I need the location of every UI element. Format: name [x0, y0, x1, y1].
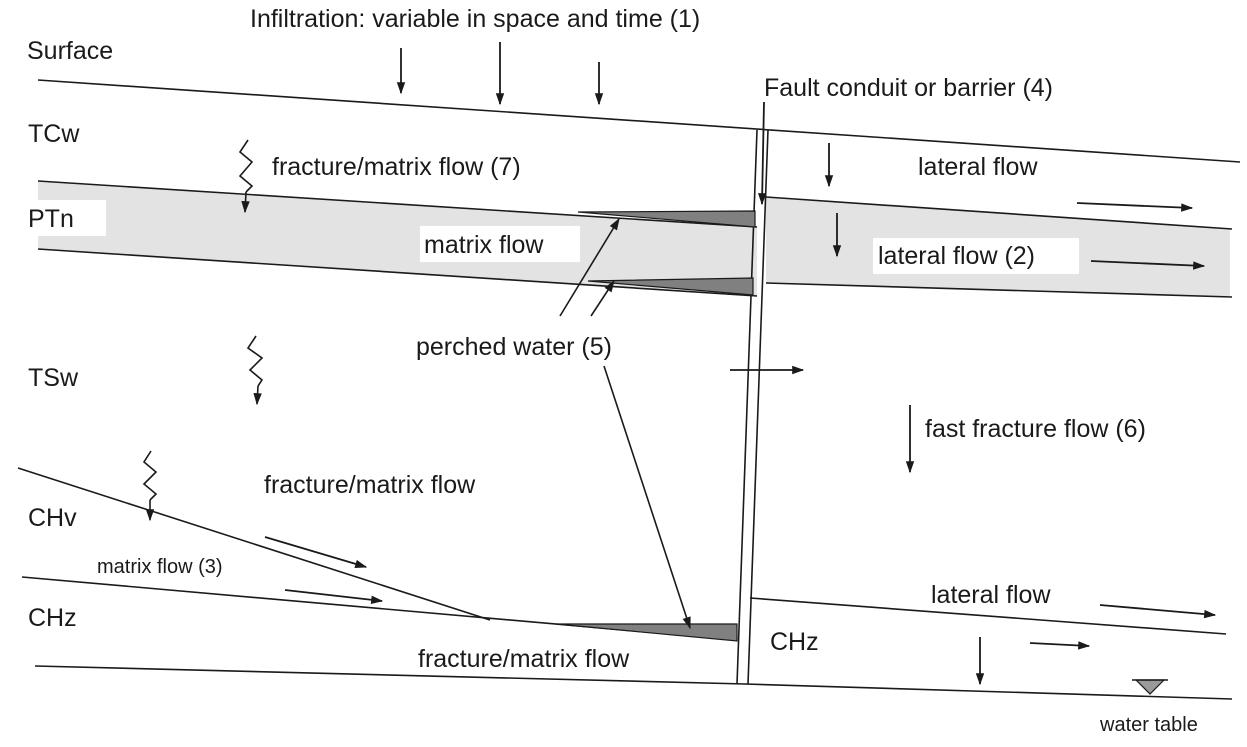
tcw-label: TCw: [28, 120, 80, 148]
squiggle-arrow: [238, 139, 254, 193]
fault-label: Fault conduit or barrier (4): [764, 74, 1053, 102]
lateral-flow-arrow: [1090, 260, 1206, 270]
tsw-label: TSw: [28, 364, 79, 392]
fracture-matrix-flow-7-label: fracture/matrix flow (7): [272, 153, 521, 181]
water-table-line: [744, 683, 1233, 700]
infiltration-label: Infiltration: variable in space and time…: [250, 5, 700, 33]
lateral-flow-arrow: [1099, 604, 1217, 619]
perched-water-wedge-lower: [587, 277, 754, 296]
squiggle-arrow-tip: [253, 385, 262, 406]
matrix-flow-3-label: matrix flow (3): [97, 556, 223, 578]
lateral-flow-arrow: [264, 536, 368, 568]
ptn-bottom-boundary-left: [37, 248, 758, 297]
ptn-label-bg: [22, 200, 106, 236]
lateral-flow-top-label: lateral flow: [918, 153, 1038, 181]
ptn-layer: [38, 181, 757, 296]
water-table-triangle: [1134, 679, 1166, 695]
chz-left-label: CHz: [28, 604, 77, 632]
ptn-bottom-boundary-right: [765, 282, 1233, 298]
fast-fracture-flow-6-label: fast fracture flow (6): [925, 415, 1146, 443]
chv-top-boundary: [17, 467, 491, 621]
ptn-top-boundary-left: [37, 180, 758, 228]
lateral-flow-bottom-label: lateral flow: [931, 581, 1051, 609]
surface-label: Surface: [27, 37, 113, 65]
lateral-flow-arrow: [284, 589, 384, 604]
lateral-flow-2-label: lateral flow (2): [878, 242, 1035, 270]
perched-water-pointer: [590, 279, 615, 317]
fracture-matrix-flow-mid-label: fracture/matrix flow: [264, 471, 476, 499]
fault-pointer-arrow: [758, 101, 767, 206]
perched-water-5-label: perched water (5): [416, 333, 612, 361]
squiggle-arrow-tip: [241, 191, 250, 214]
surface-line: [37, 79, 1241, 163]
squiggle-arrow: [142, 450, 158, 501]
chz-right-label: CHz: [770, 628, 819, 656]
squiggle-arrow: [246, 335, 264, 387]
chv-label: CHv: [28, 504, 77, 532]
fracture-matrix-flow-bottom-label: fracture/matrix flow: [418, 645, 630, 673]
fault-line-right: [747, 129, 769, 685]
perched-water-pointer: [603, 365, 691, 630]
lateral-flow-arrow: [1076, 202, 1194, 212]
chz-bottom-boundary-left: [34, 665, 746, 685]
matrix-flow-ptn-label: matrix flow: [424, 231, 544, 259]
perched-water-pointer: [559, 217, 620, 317]
matrix-flow-label-bg: [420, 226, 580, 262]
water-table-label: water table: [1099, 714, 1198, 736]
lateral-flow-2-label-bg: [873, 238, 1079, 274]
perched-water-wedge-bottom: [555, 623, 738, 642]
lateral-flow-arrow: [1029, 641, 1091, 650]
ptn-label: PTn: [28, 205, 74, 233]
perched-water-wedge-upper: [577, 210, 756, 228]
ptn-top-boundary-right: [765, 196, 1233, 230]
chz-top-boundary-right: [749, 597, 1227, 635]
